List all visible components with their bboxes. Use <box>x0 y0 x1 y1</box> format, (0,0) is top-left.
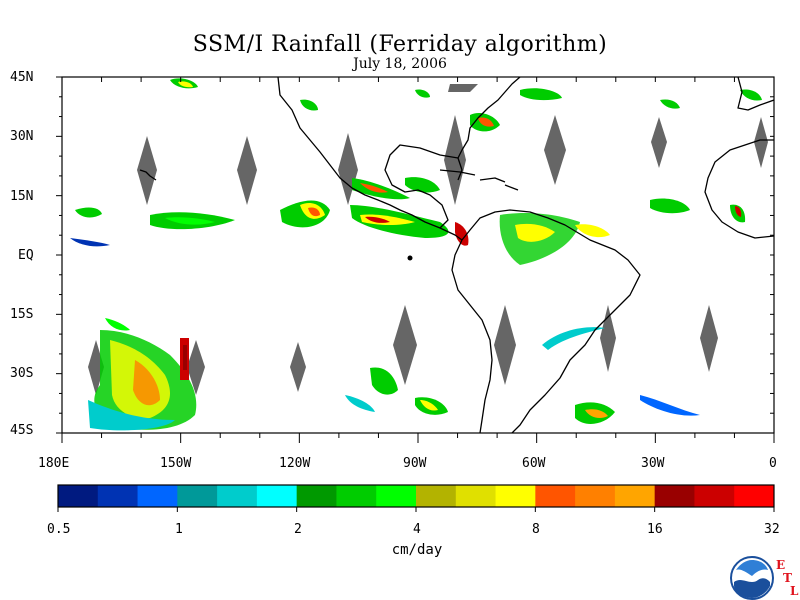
colorbar-swatch <box>614 485 656 507</box>
colorbar-frame <box>57 484 775 508</box>
lon-label-90w: 90W <box>403 456 427 471</box>
map-date: July 18, 2006 <box>353 56 447 72</box>
colorbar-swatch <box>455 485 497 507</box>
colorbar-swatch <box>654 485 695 507</box>
colorbar-label-8: 8 <box>532 522 540 537</box>
lat-label-15n: 15N <box>10 189 34 204</box>
colorbar-label-32: 32 <box>764 522 780 537</box>
lon-label-120w: 120W <box>279 456 311 471</box>
lat-label-30s: 30S <box>10 366 34 381</box>
colorbar-label-4: 4 <box>413 522 421 537</box>
colorbar-swatch <box>495 485 536 507</box>
colorbar-swatch <box>296 485 337 507</box>
colorbar-swatch <box>575 485 616 507</box>
colorbar-swatch <box>734 485 775 507</box>
noaa-logo-icon <box>730 556 774 600</box>
colorbar-unit: cm/day <box>391 542 443 558</box>
rain-patches <box>70 78 762 431</box>
colorbar-swatch <box>535 485 576 507</box>
colorbar-swatch <box>97 485 139 507</box>
colorbar-swatch <box>694 485 735 507</box>
colorbar-swatch <box>336 485 377 507</box>
colorbar-label-16: 16 <box>647 522 663 537</box>
colorbar-swatch <box>58 485 99 507</box>
lon-label-60w: 60W <box>522 456 546 471</box>
colorbar <box>57 485 775 512</box>
map-title: SSM/I Rainfall (Ferriday algorithm) <box>192 32 608 57</box>
lat-label-eq: EQ <box>18 248 34 263</box>
lon-label-150w: 150W <box>160 456 192 471</box>
etl-letter-t: T <box>783 571 792 585</box>
colorbar-swatch <box>416 485 457 507</box>
colorbar-swatch <box>256 485 298 507</box>
lat-label-15s: 15S <box>10 307 34 322</box>
colorbar-swatch <box>137 485 178 507</box>
coastlines <box>139 77 774 433</box>
lon-label-180e: 180E <box>38 456 70 471</box>
colorbar-swatch <box>177 485 218 507</box>
colorbar-label-0-5: 0.5 <box>47 522 71 537</box>
lon-label-0: 0 <box>769 456 777 471</box>
lat-label-45s: 45S <box>10 423 34 438</box>
colorbar-swatch <box>217 485 258 507</box>
lat-label-45n: 45N <box>10 70 34 85</box>
rain-field <box>70 77 774 433</box>
lat-label-30n: 30N <box>10 129 34 144</box>
colorbar-label-2: 2 <box>294 522 302 537</box>
colorbar-swatch <box>376 485 417 507</box>
map-ticks <box>56 76 775 443</box>
swath-gaps <box>88 84 768 395</box>
lon-label-30w: 30W <box>641 456 665 471</box>
colorbar-label-1: 1 <box>175 522 183 537</box>
etl-letter-l: L <box>790 584 799 598</box>
etl-letter-e: E <box>776 558 786 572</box>
